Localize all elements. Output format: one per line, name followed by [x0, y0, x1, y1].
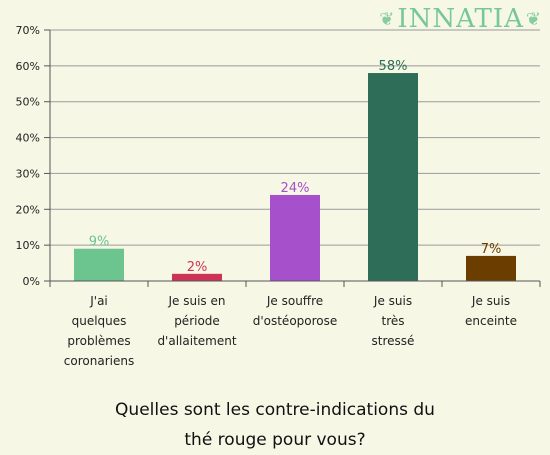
x-tick-label-line: Je suis	[471, 294, 510, 308]
bar	[270, 194, 320, 281]
y-tick-label: 40%	[16, 132, 40, 145]
x-tick-label: Je souffre d'ostéoporose	[253, 294, 338, 328]
value-label: 2%	[187, 260, 208, 275]
bar	[466, 255, 516, 281]
x-tick-label: Je suis enceinte	[465, 294, 517, 328]
x-tick-label-line: J'ai	[89, 294, 108, 308]
y-tick-label: 60%	[16, 60, 40, 73]
bar	[74, 248, 124, 281]
y-tick-label: 0%	[23, 275, 40, 288]
x-tick-label-line: coronariens	[64, 354, 134, 368]
x-tick-label-line: stressé	[372, 334, 415, 348]
gridlines	[50, 29, 540, 282]
caption-line-2: thé rouge pour vous?	[184, 430, 366, 450]
bar	[368, 73, 418, 282]
x-tick-label: J'ai quelques problèmes coronariens	[64, 294, 134, 368]
x-tick-label-line: Je suis en	[168, 294, 226, 308]
x-tick-label-line: Je suis	[373, 294, 412, 308]
axes	[44, 29, 541, 287]
x-tick-label-line: Je souffre	[266, 294, 323, 308]
x-tick-label-line: période	[174, 314, 220, 328]
value-label: 9%	[89, 235, 110, 250]
innatia-logo[interactable]: ❦ INNATIA ❦	[379, 4, 542, 34]
x-tick-label-line: d'ostéoporose	[253, 314, 338, 328]
caption-line-1: Quelles sont les contre-indications du	[115, 400, 435, 420]
x-tick-label-line: quelques	[72, 314, 127, 328]
x-tick-label: Je suis en période d'allaitement	[157, 294, 236, 348]
logo-text: INNATIA	[397, 4, 524, 34]
x-tick-label-line: enceinte	[465, 314, 517, 328]
y-tick-label: 10%	[16, 239, 40, 252]
x-tick-label-line: d'allaitement	[157, 334, 236, 348]
value-label: 58%	[379, 59, 408, 74]
x-tick-label-line: problèmes	[67, 334, 130, 348]
leaf-icon: ❦	[379, 8, 396, 30]
x-tick-label: Je suis très stressé	[372, 294, 415, 348]
y-tick-label: 70%	[16, 24, 40, 37]
chart-caption: Quelles sont les contre-indications du t…	[0, 395, 550, 455]
bars	[74, 73, 516, 282]
x-tick-label-line: très	[381, 314, 404, 328]
value-label: 24%	[281, 181, 310, 196]
y-tick-label: 30%	[16, 167, 40, 180]
labels: 0% 10% 20% 30% 40% 50% 60% 70% 9% J'ai quelques pro…	[16, 24, 517, 368]
y-tick-label: 50%	[16, 96, 40, 109]
bar	[172, 273, 222, 281]
y-tick-label: 20%	[16, 203, 40, 216]
leaf-icon: ❦	[525, 8, 542, 30]
value-label: 7%	[481, 242, 502, 257]
